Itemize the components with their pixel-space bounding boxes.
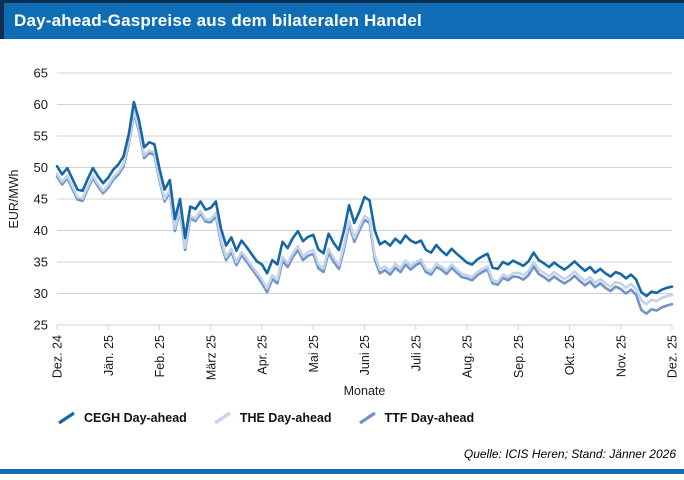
svg-text:60: 60	[34, 97, 48, 112]
line-swatch-icon	[58, 411, 75, 425]
line-swatch-icon	[213, 411, 231, 425]
svg-text:65: 65	[34, 66, 48, 81]
svg-text:Mai 25: Mai 25	[307, 335, 321, 373]
source-note: Quelle: ICIS Heren; Stand: Jänner 2026	[463, 447, 676, 461]
svg-text:Feb. 25: Feb. 25	[153, 335, 167, 377]
legend-item-ttf: TTF Day-ahead	[358, 410, 475, 426]
legend-item-cegh: CEGH Day-ahead	[57, 410, 187, 426]
svg-text:Juni 25: Juni 25	[358, 335, 372, 375]
svg-text:Juli 25: Juli 25	[409, 335, 423, 371]
page-title: Day-ahead-Gaspreise aus dem bilateralen …	[14, 11, 422, 30]
legend: CEGH Day-ahead THE Day-ahead TTF Day-ahe…	[57, 410, 474, 426]
legend-label-the: THE Day-ahead	[239, 411, 332, 425]
bottom-accent-bar	[0, 469, 684, 474]
y-axis-title: EUR/MWh	[7, 169, 21, 229]
svg-text:35: 35	[34, 255, 48, 270]
title-bar: Day-ahead-Gaspreise aus dem bilateralen …	[0, 0, 684, 39]
svg-text:Okt. 25: Okt. 25	[563, 335, 577, 375]
svg-text:März 25: März 25	[204, 335, 218, 380]
svg-text:50: 50	[34, 160, 48, 175]
legend-label-ttf: TTF Day-ahead	[384, 411, 475, 425]
svg-text:Dez. 25: Dez. 25	[666, 335, 680, 378]
legend-label-cegh: CEGH Day-ahead	[84, 411, 187, 425]
svg-text:40: 40	[34, 223, 48, 238]
x-axis-title: Monate	[343, 384, 386, 398]
svg-text:45: 45	[34, 192, 48, 207]
svg-text:55: 55	[34, 129, 48, 144]
svg-text:Sep. 25: Sep. 25	[512, 335, 526, 378]
svg-text:Dez. 24: Dez. 24	[51, 335, 65, 378]
svg-text:30: 30	[34, 286, 48, 301]
svg-text:Apr. 25: Apr. 25	[256, 335, 270, 375]
svg-text:25: 25	[34, 318, 48, 333]
legend-item-the: THE Day-ahead	[213, 410, 332, 426]
svg-text:Aug. 25: Aug. 25	[461, 335, 475, 378]
svg-text:Nov. 25: Nov. 25	[614, 335, 628, 377]
line-swatch-icon	[358, 411, 376, 425]
svg-text:Jän. 25: Jän. 25	[102, 335, 116, 376]
